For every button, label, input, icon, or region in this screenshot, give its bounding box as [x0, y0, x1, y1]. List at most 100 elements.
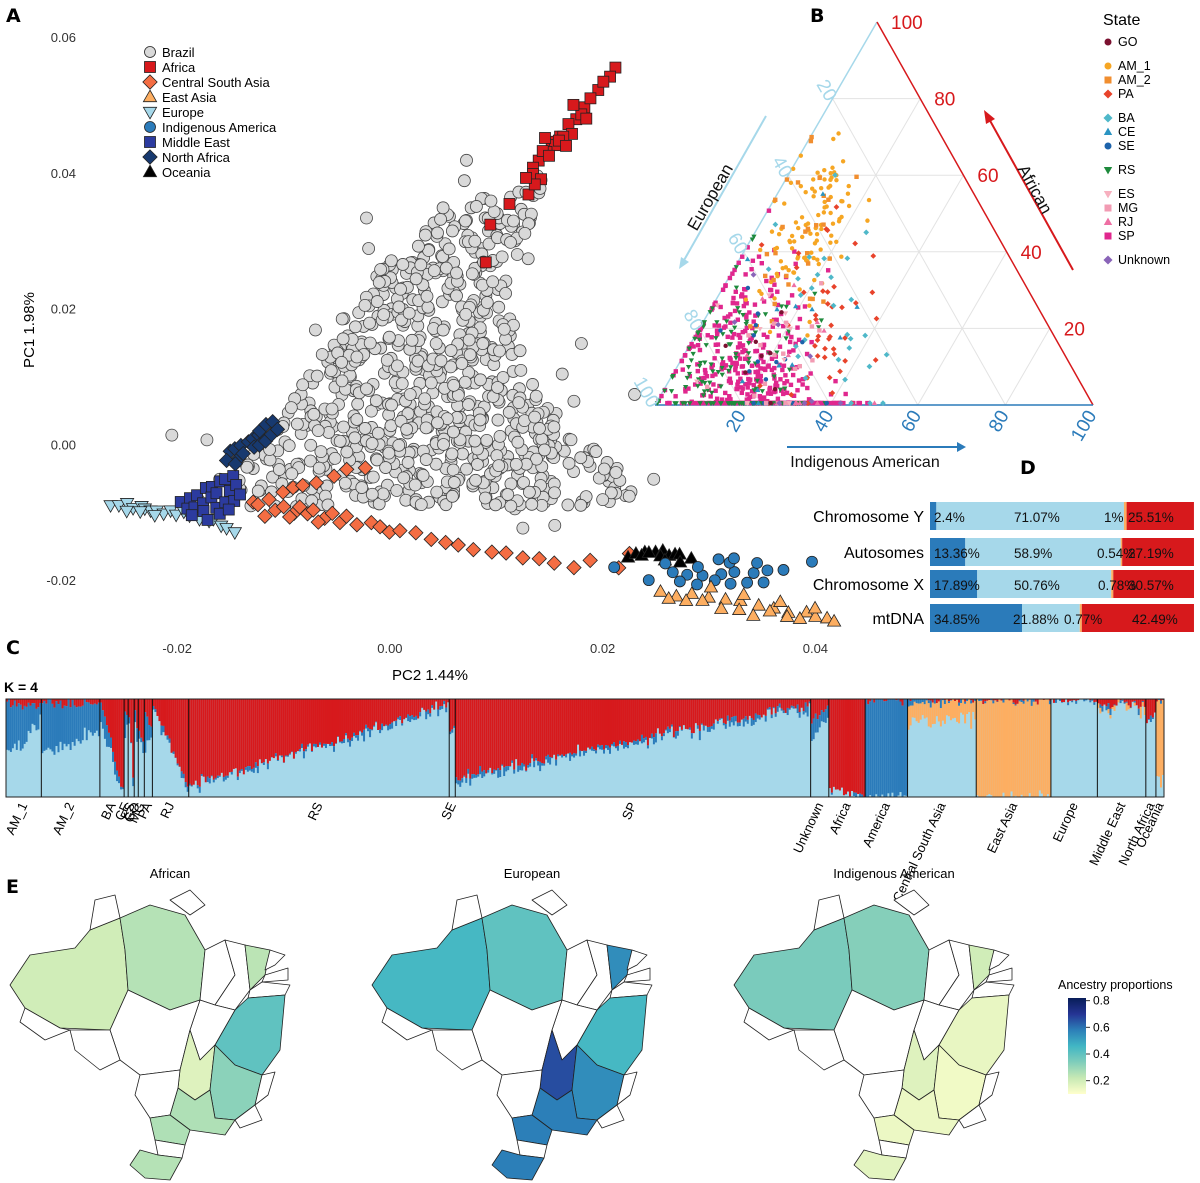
admixture-african [389, 699, 392, 725]
admixture-african [820, 699, 824, 711]
african-axis [876, 21, 1094, 406]
ternary-point-go [772, 387, 778, 392]
admixture-african [1012, 699, 1015, 703]
ternary-point-sp [772, 400, 777, 406]
admixture-european [37, 699, 40, 797]
east-asia-point [808, 609, 823, 622]
admixture-african [816, 699, 820, 720]
admixture-african [1143, 699, 1147, 707]
central-south-asia-point [546, 555, 562, 571]
ternary-point-rs [744, 319, 750, 325]
admixture-indigenous [853, 792, 856, 796]
ternary-point-sp [749, 389, 755, 394]
admixture-european [105, 699, 109, 797]
admixture-european [1099, 699, 1102, 797]
brazil-point [340, 445, 354, 459]
admixture-european [359, 699, 362, 797]
brazil-point [516, 521, 530, 535]
pca-legend-marker [142, 106, 158, 120]
african-tick: 60 [977, 166, 998, 187]
admixture-african [246, 699, 250, 767]
ternary-point-sp [687, 373, 693, 379]
admixture-european [778, 699, 782, 797]
ternary-point-ce [755, 400, 761, 405]
ternary-point-am_1 [780, 265, 785, 271]
admixture-african [170, 699, 173, 753]
admixture-indigenous [77, 706, 81, 742]
ternary-point-sp [747, 394, 753, 400]
marker-bar-segment [965, 538, 1121, 566]
admixture-african [276, 699, 280, 761]
admixture-indigenous [330, 742, 334, 746]
admixture-european [1141, 699, 1145, 797]
ternary-point-am_1 [828, 210, 833, 216]
brazil-point [384, 254, 398, 268]
brazil-point [457, 174, 471, 188]
admixture-african [1067, 699, 1070, 703]
ternary-point-ce [854, 304, 860, 309]
ternary-point-mg [781, 351, 786, 356]
admixture-african [836, 699, 840, 790]
admixture-indigenous [314, 743, 318, 748]
admixture-european [1083, 699, 1086, 797]
admixture-group-label: RJ [157, 800, 177, 821]
brazil-point [365, 437, 379, 450]
state-legend-label: AM_2 [1118, 73, 1151, 87]
brazil-point [478, 491, 492, 505]
ternary-point-pa [870, 253, 877, 259]
admixture-european [13, 699, 17, 797]
admixture-indigenous [992, 700, 995, 704]
admixture-indigenous [184, 782, 188, 788]
ternary-point-am_1 [800, 234, 805, 240]
admixture-european [152, 699, 155, 797]
africa-point [597, 75, 610, 88]
admixture-indigenous [1159, 700, 1163, 704]
admixture-african [782, 699, 786, 711]
admixture-african [630, 699, 634, 743]
admixture-african [716, 699, 720, 722]
admixture-european [1139, 699, 1143, 797]
admixture-european [702, 699, 706, 797]
admixture-indigenous [399, 716, 402, 720]
brazil-point [447, 476, 461, 489]
state-rj [596, 1104, 625, 1129]
admixture-african [345, 699, 348, 734]
admixture-indigenous [545, 756, 548, 760]
admixture-european [678, 699, 682, 797]
admixture-european [373, 699, 376, 797]
admixture-indigenous [666, 726, 670, 734]
state-pe [971, 981, 1015, 999]
admixture-indigenous [537, 761, 540, 766]
ternary-point-sp [747, 381, 752, 386]
admixture-european [435, 699, 438, 797]
admixture-east-asian [923, 704, 927, 719]
admixture-indigenous [792, 706, 796, 709]
brazil-point [450, 266, 463, 280]
admixture-indigenous [966, 699, 969, 702]
admixture-european [724, 699, 728, 797]
admixture-indigenous [507, 766, 510, 771]
ternary-point-ce [739, 378, 746, 384]
admixture-east-asian [962, 699, 965, 715]
admixture-indigenous [824, 709, 828, 723]
ternary-point-rs [702, 381, 708, 386]
admixture-european [154, 699, 157, 797]
admixture-indigenous [369, 729, 372, 738]
admixture-european [77, 699, 81, 797]
admixture-european [335, 699, 338, 797]
admixture-african [610, 699, 614, 745]
ternary-point-am_1 [775, 273, 780, 279]
ternary-point-sp [755, 369, 761, 374]
admixture-african [411, 699, 414, 716]
admixture-african [790, 699, 794, 706]
admixture-indigenous [618, 740, 622, 744]
brazil-point [369, 394, 383, 408]
ternary-point-rs [726, 368, 732, 374]
state-rj [958, 1104, 987, 1129]
admixture-african [138, 699, 141, 731]
admixture-indigenous [1083, 699, 1086, 702]
ternary-point-sp [737, 341, 743, 346]
ternary-grid-line [829, 174, 964, 406]
admixture-european [160, 699, 163, 797]
east-asia-point [751, 597, 766, 611]
